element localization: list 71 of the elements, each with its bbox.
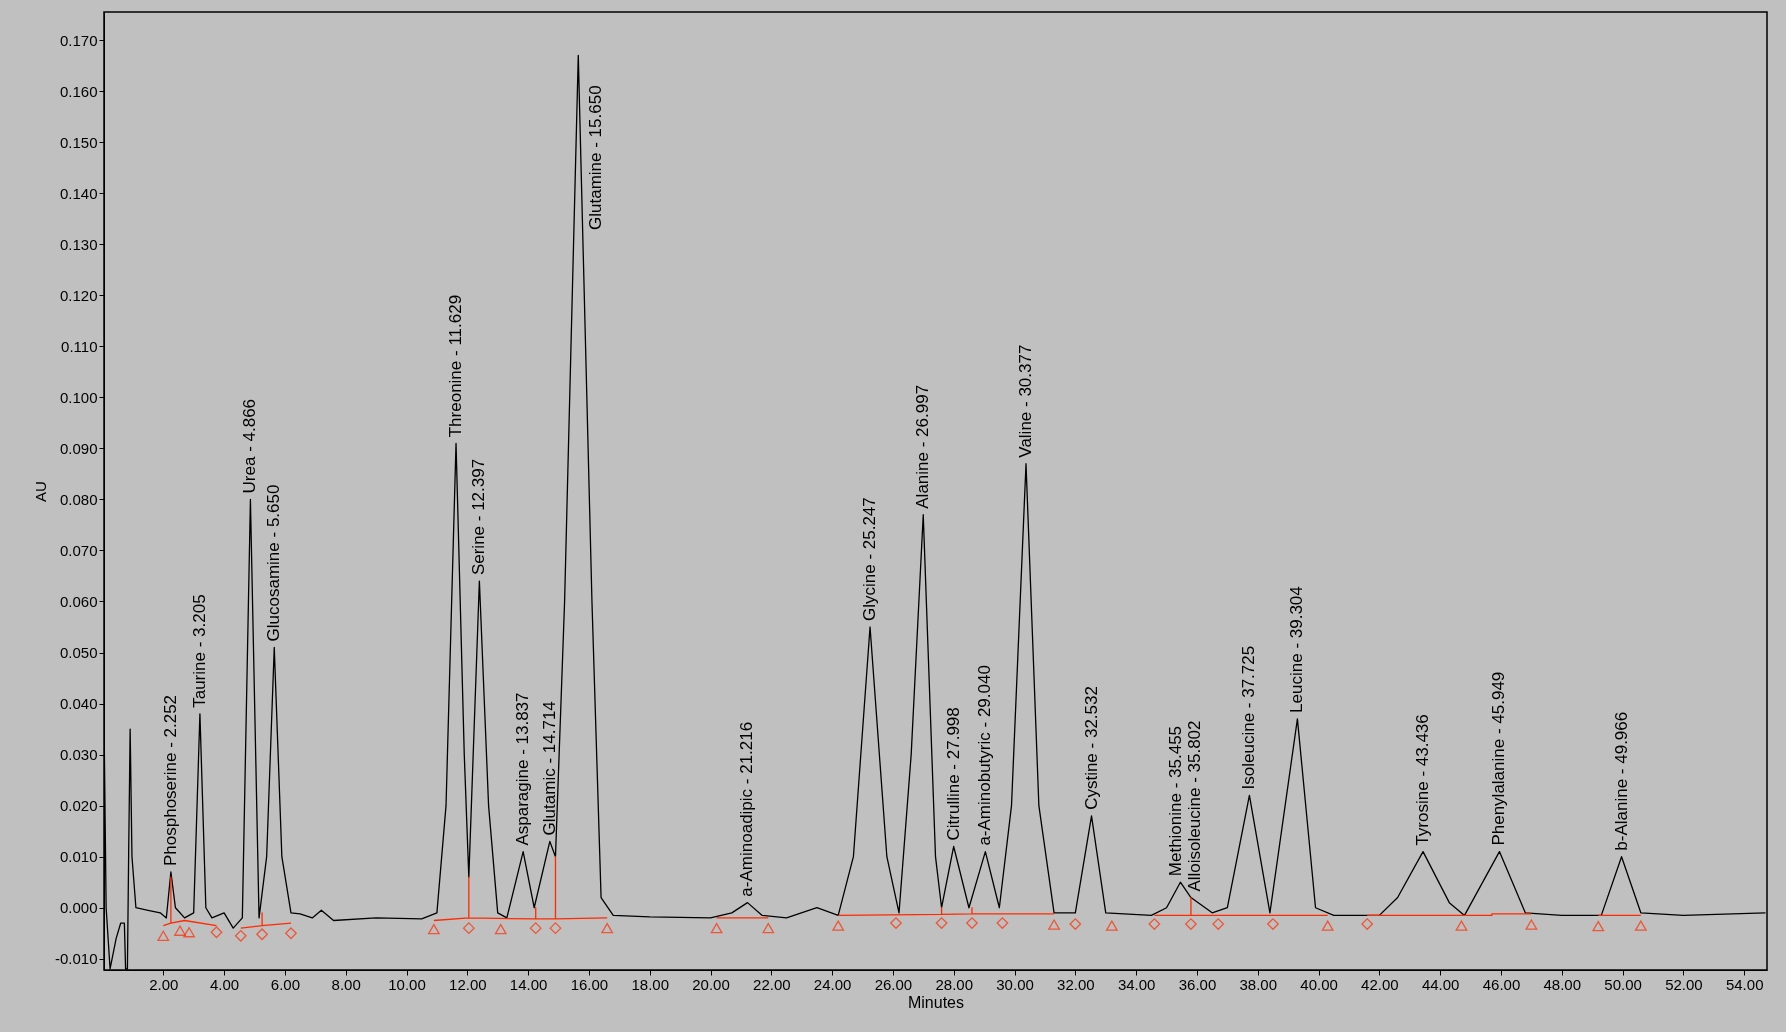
y-tick-label: -0.010	[54, 950, 98, 968]
y-tick-label: 0.040	[59, 695, 98, 713]
annotation: Alanine - 26.997	[913, 384, 933, 509]
x-tick-label: 24.00	[813, 975, 852, 993]
annotation: Tyrosine - 43.436	[1413, 714, 1433, 846]
x-tick-label: 4.00	[209, 975, 240, 993]
x-tick-label: 40.00	[1300, 975, 1338, 993]
x-tick-label: 46.00	[1482, 975, 1521, 993]
annotation: Phenylalanine - 45.949	[1489, 671, 1509, 846]
y-tick-label: 0.070	[59, 541, 98, 559]
y-tick-label: 0.160	[59, 82, 98, 100]
y-tick-label: 0.120	[59, 286, 98, 304]
y-tick-label: 0.110	[61, 337, 98, 355]
y-axis-title: AU	[31, 481, 49, 502]
y-tick-label: 0.060	[59, 593, 98, 610]
annotation: Threonine - 11.629	[446, 294, 466, 438]
x-tick-label: 54.00	[1725, 975, 1764, 993]
x-tick-label: 36.00	[1178, 975, 1217, 993]
y-tick-label: 0.030	[59, 746, 98, 764]
x-tick-label: 48.00	[1543, 975, 1582, 993]
x-tick-label: 28.00	[935, 975, 974, 993]
x-tick-label: 18.00	[631, 975, 669, 993]
annotation: Glutamic - 14.714	[539, 701, 559, 836]
x-tick-label: 20.00	[692, 975, 730, 993]
annotation: Valine - 30.377	[1016, 344, 1036, 458]
y-tick-label: 0.000	[59, 899, 98, 917]
annotation: Phosphoserine - 2.252	[160, 694, 180, 867]
annotation: Isoleucine - 37.725	[1239, 645, 1259, 790]
x-tick-label: 30.00	[996, 975, 1034, 993]
y-tick-label: 0.010	[59, 848, 98, 866]
annotation: Alloisoleucine - 35.802	[1184, 720, 1204, 892]
y-tick-label: 0.130	[59, 235, 98, 253]
annotation: Urea - 4.866	[240, 398, 260, 494]
annotation: Methionine - 35.455	[1166, 725, 1186, 877]
y-tick-label: 0.140	[59, 184, 98, 202]
annotation: Taurine - 3.205	[189, 594, 209, 708]
x-tick-label: 34.00	[1117, 975, 1156, 993]
x-tick-label: 2.00	[149, 975, 179, 993]
annotation: Glutamine - 15.650	[586, 85, 606, 230]
x-tick-label: 38.00	[1239, 975, 1278, 993]
x-tick-label: 22.00	[753, 975, 791, 993]
x-tick-label: 50.00	[1604, 975, 1642, 993]
annotation: Leucine - 39.304	[1287, 586, 1307, 713]
annotation: Glycine - 25.247	[860, 497, 880, 622]
x-axis-title: Minutes	[907, 993, 965, 1011]
x-tick-label: 12.00	[449, 975, 487, 993]
annotation: a-Aminobutyric - 29.040	[975, 665, 995, 846]
x-tick-label: 32.00	[1057, 975, 1095, 993]
annotation: Serine - 12.397	[469, 458, 489, 576]
y-tick-label: 0.100	[59, 388, 98, 406]
y-tick-label: 0.170	[59, 31, 98, 49]
y-tick-label: 0.020	[59, 797, 98, 815]
annotation: a-Aminoadipic - 21.216	[737, 721, 757, 897]
y-tick-label: 0.090	[59, 439, 98, 457]
annotation: Citrulline - 27.998	[943, 707, 963, 841]
y-tick-label: 0.050	[59, 644, 98, 662]
annotation: Asparagine - 13.837	[513, 692, 533, 846]
annotation: b-Alanine - 49.966	[1611, 711, 1631, 851]
annotation: Cystine - 32.532	[1081, 686, 1101, 810]
x-tick-label: 6.00	[270, 975, 300, 993]
x-tick-label: 44.00	[1421, 975, 1460, 993]
y-tick-label: 0.150	[59, 133, 98, 151]
x-tick-label: 10.00	[388, 975, 426, 993]
annotation: Glucosamine - 5.650	[264, 484, 284, 642]
x-tick-label: 42.00	[1361, 975, 1399, 993]
x-tick-label: 14.00	[509, 975, 548, 993]
y-tick-label: 0.080	[59, 490, 98, 508]
x-tick-label: 16.00	[570, 975, 609, 993]
x-tick-label: 8.00	[331, 975, 361, 993]
x-tick-label: 26.00	[874, 975, 913, 993]
x-tick-label: 52.00	[1665, 975, 1703, 993]
